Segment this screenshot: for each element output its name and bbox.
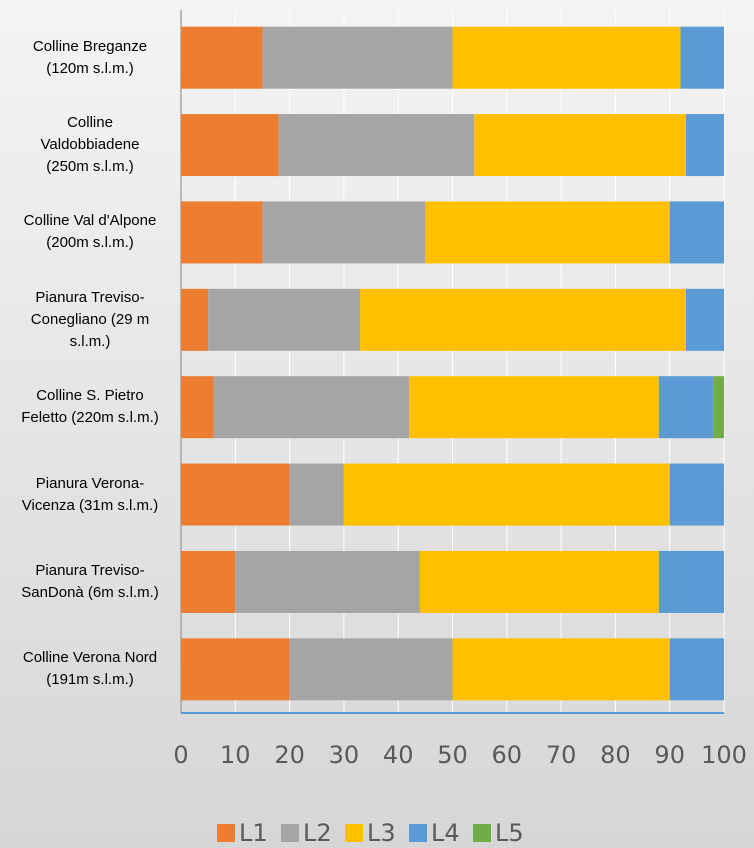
x-tick-label: 60 xyxy=(492,741,523,769)
bar-segment xyxy=(425,201,670,264)
y-tick-label: Colline S. Pietro Feletto (220m s.l.m.) xyxy=(21,387,159,427)
x-tick-label: 10 xyxy=(220,741,251,769)
y-tick-label: Pianura Treviso-SanDonà (6m s.l.m.) xyxy=(21,561,159,601)
legend-swatch xyxy=(473,824,491,842)
bar-segment xyxy=(262,201,426,264)
bar-segment xyxy=(289,638,453,701)
bar-segment xyxy=(669,463,724,526)
bar-segment xyxy=(181,463,290,526)
x-tick-label: 0 xyxy=(173,741,188,769)
bar-segment xyxy=(685,288,724,351)
x-tick-label: 50 xyxy=(437,741,468,769)
y-tick-label: Colline Val d'Alpone (200m s.l.m.) xyxy=(23,212,157,252)
bar-segment xyxy=(181,114,279,177)
bar-segment xyxy=(685,114,724,177)
bar-segment xyxy=(181,376,214,439)
bar-segment xyxy=(278,114,475,177)
bar-segment xyxy=(669,638,724,701)
x-tick-label: 100 xyxy=(701,741,747,769)
y-tick-label: Colline Valdobbiadene (250m s.l.m.) xyxy=(40,114,140,176)
y-tick-label: Colline Breganze (120m s.l.m.) xyxy=(32,37,148,77)
bar-segment xyxy=(181,550,236,613)
bar-segment xyxy=(262,26,453,89)
x-tick-label: 40 xyxy=(383,741,414,769)
legend-label: L2 xyxy=(303,819,332,847)
legend-label: L1 xyxy=(239,819,268,847)
bar-segment xyxy=(360,288,686,351)
legend-label: L5 xyxy=(495,819,524,847)
legend-label: L4 xyxy=(431,819,460,847)
bar-segment xyxy=(713,376,724,439)
bar-segment xyxy=(452,638,670,701)
bar-segment xyxy=(419,550,659,613)
bar-segment xyxy=(343,463,670,526)
bar-segment xyxy=(658,550,724,613)
bar-segment xyxy=(181,638,290,701)
y-tick-label: Colline Verona Nord (191m s.l.m.) xyxy=(22,649,158,689)
y-tick-label: Pianura Treviso-Conegliano (29 m s.l.m.) xyxy=(30,288,150,350)
bar-segment xyxy=(181,26,263,89)
x-tick-label: 70 xyxy=(546,741,577,769)
legend-label: L3 xyxy=(367,819,396,847)
bar-segment xyxy=(409,376,659,439)
bar-segment xyxy=(658,376,714,439)
x-tick-label: 90 xyxy=(654,741,685,769)
legend-swatch xyxy=(345,824,363,842)
legend-swatch xyxy=(409,824,427,842)
legend-swatch xyxy=(281,824,299,842)
bar-segment xyxy=(680,26,724,89)
x-tick-label: 20 xyxy=(274,741,305,769)
bar-segment xyxy=(474,114,686,177)
bar-segment xyxy=(289,463,344,526)
bar-segment xyxy=(669,201,724,264)
x-tick-label: 30 xyxy=(329,741,360,769)
bar-segment xyxy=(181,288,209,351)
bar-segment xyxy=(213,376,410,439)
bar-segment xyxy=(452,26,681,89)
legend-swatch xyxy=(217,824,235,842)
bar-segment xyxy=(208,288,361,351)
bar-segment xyxy=(181,201,263,264)
y-tick-label: Pianura Verona-Vicenza (31m s.l.m.) xyxy=(21,474,159,514)
bar-segment xyxy=(235,550,420,613)
x-tick-label: 80 xyxy=(600,741,631,769)
